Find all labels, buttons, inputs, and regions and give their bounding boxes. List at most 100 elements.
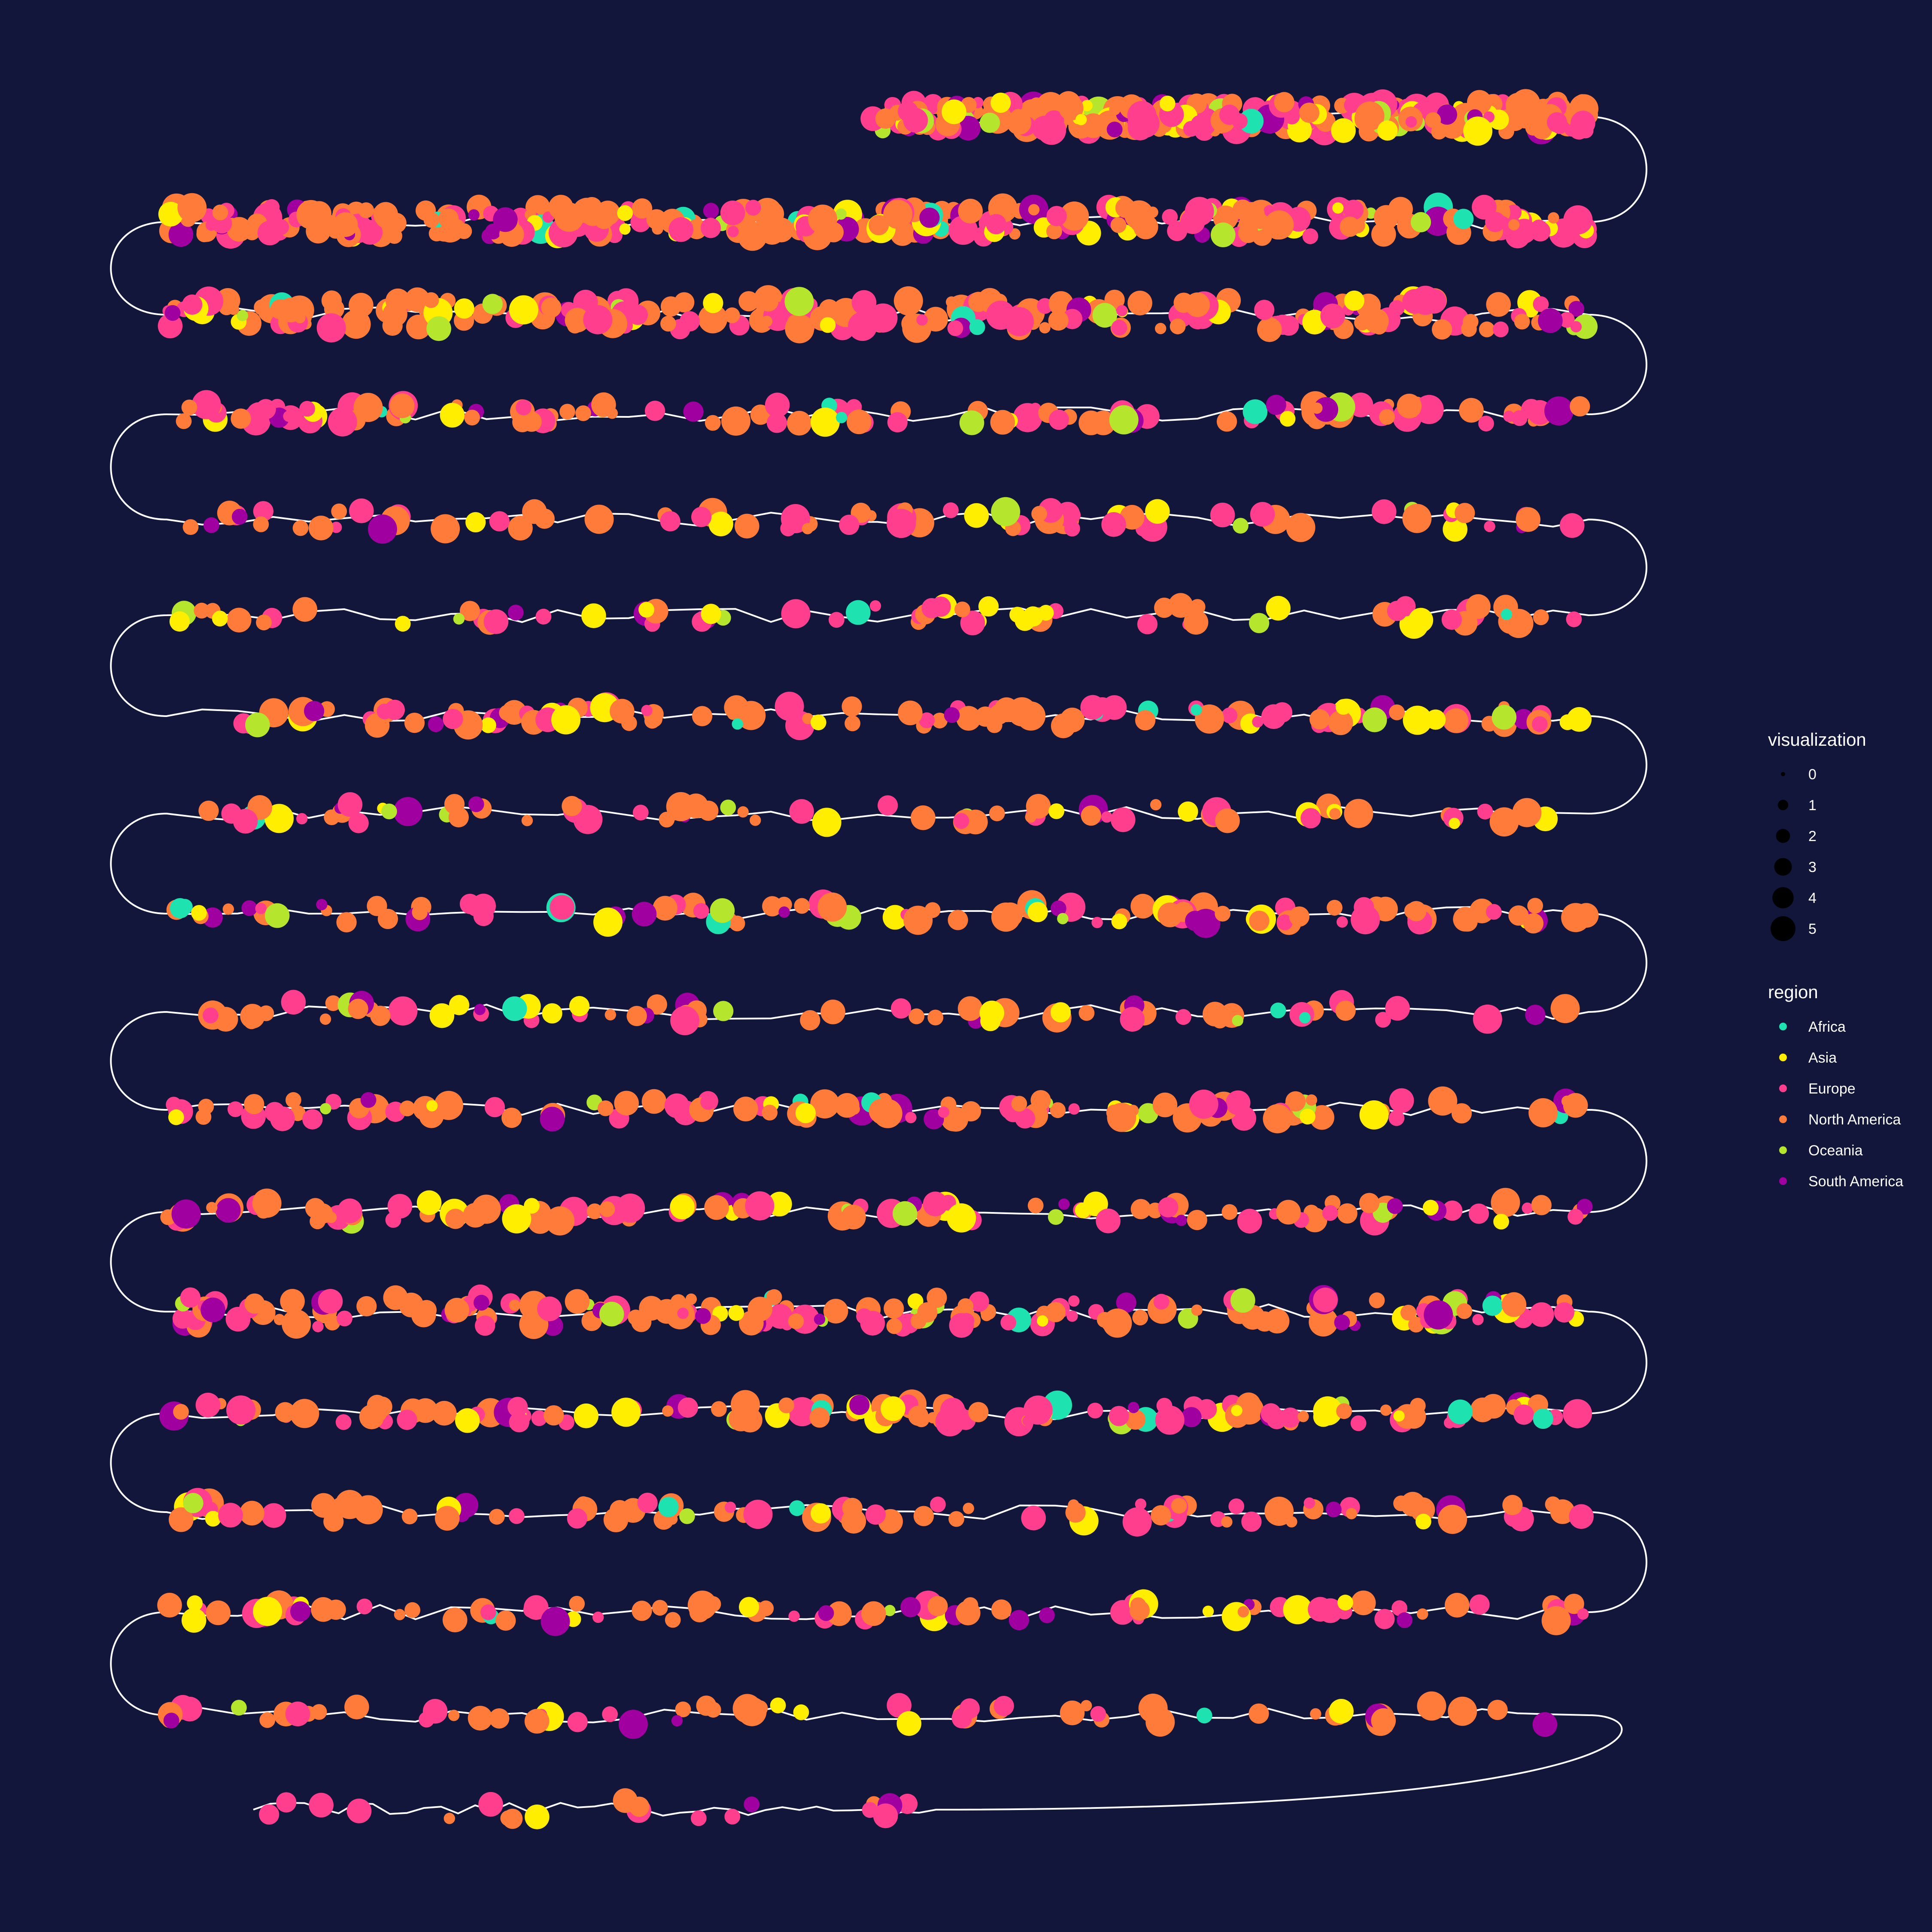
data-point <box>1130 893 1155 919</box>
data-point <box>1122 1507 1152 1537</box>
data-point <box>691 507 712 527</box>
data-point <box>1481 1394 1506 1419</box>
data-point <box>1334 1314 1350 1331</box>
data-point <box>569 1596 585 1612</box>
data-point <box>157 1592 182 1618</box>
data-point <box>173 1404 189 1420</box>
data-point <box>795 1103 816 1124</box>
data-point <box>632 198 653 219</box>
data-point <box>1335 1000 1356 1021</box>
data-point <box>724 1808 741 1825</box>
data-point <box>959 410 984 435</box>
data-point <box>182 294 203 315</box>
data-point <box>1516 507 1540 532</box>
data-point <box>638 601 654 618</box>
data-point <box>660 511 680 532</box>
data-point <box>180 1287 200 1308</box>
data-point <box>658 1497 679 1517</box>
data-point <box>900 1597 921 1617</box>
data-point <box>206 1202 218 1213</box>
data-point <box>1066 1310 1078 1322</box>
data-point <box>253 1597 282 1626</box>
data-point <box>509 295 538 325</box>
data-point <box>993 1696 1014 1716</box>
data-point <box>1573 314 1598 339</box>
data-point <box>1350 1415 1367 1431</box>
data-point <box>449 995 470 1015</box>
data-point <box>1380 1404 1392 1416</box>
data-point <box>1548 212 1559 224</box>
data-point <box>1237 1606 1249 1618</box>
data-point <box>335 1414 352 1430</box>
region-legend-label-oceania: Oceania <box>1808 1142 1863 1159</box>
data-point <box>1299 103 1320 123</box>
data-point <box>501 1108 522 1128</box>
data-point <box>419 1711 434 1728</box>
data-point <box>963 1503 974 1514</box>
region-legend-label-north-america: North America <box>1808 1112 1901 1128</box>
data-point <box>1477 803 1493 820</box>
data-point <box>675 1701 691 1717</box>
data-point <box>817 892 847 922</box>
data-point <box>1329 808 1341 820</box>
data-point <box>628 1309 644 1326</box>
data-point <box>1031 506 1048 522</box>
data-point <box>948 910 968 930</box>
data-point <box>948 1511 965 1527</box>
data-point <box>1570 396 1590 417</box>
data-point <box>789 799 814 824</box>
data-point <box>1529 1302 1554 1327</box>
data-point <box>747 1297 773 1321</box>
data-point <box>196 226 213 243</box>
data-point <box>448 1710 460 1721</box>
data-point <box>725 1501 736 1513</box>
data-point <box>1078 1005 1095 1021</box>
data-point <box>1239 109 1264 134</box>
data-point <box>1441 609 1462 630</box>
data-point <box>1387 601 1407 621</box>
data-point <box>495 1610 516 1631</box>
data-point <box>1080 695 1105 720</box>
data-point <box>311 1493 336 1518</box>
data-point <box>524 1709 550 1734</box>
data-point <box>927 1288 947 1308</box>
data-point <box>1068 1103 1080 1115</box>
data-point <box>483 609 509 634</box>
data-point <box>1215 808 1240 833</box>
data-point <box>442 1607 468 1632</box>
data-point <box>328 407 357 437</box>
data-point <box>1232 1015 1243 1027</box>
data-point <box>227 217 252 242</box>
data-point <box>986 301 1015 330</box>
data-point <box>883 200 913 229</box>
data-point <box>349 498 374 523</box>
data-point <box>377 908 398 929</box>
data-point <box>610 699 635 724</box>
data-point <box>295 1406 315 1427</box>
data-point <box>1344 799 1373 828</box>
data-point <box>306 219 331 244</box>
data-point <box>808 204 838 234</box>
data-point <box>1527 898 1543 914</box>
data-point <box>1486 292 1511 317</box>
data-point <box>1487 1700 1508 1720</box>
data-point <box>896 1711 922 1736</box>
data-point <box>231 509 248 525</box>
data-point <box>296 813 308 825</box>
data-point <box>1130 109 1160 138</box>
data-point <box>275 1402 295 1422</box>
data-point <box>172 1308 193 1329</box>
data-point <box>444 1297 470 1323</box>
data-point <box>1038 605 1054 621</box>
data-point <box>1425 112 1441 128</box>
data-point <box>575 1496 592 1512</box>
data-point <box>1096 1209 1121 1233</box>
data-point <box>979 112 1000 133</box>
data-point <box>170 898 190 919</box>
data-point <box>698 800 719 821</box>
data-point <box>1068 1295 1080 1307</box>
data-point <box>1484 521 1495 532</box>
data-point <box>738 291 759 312</box>
data-point <box>1336 1403 1352 1419</box>
data-point <box>1448 1696 1477 1726</box>
